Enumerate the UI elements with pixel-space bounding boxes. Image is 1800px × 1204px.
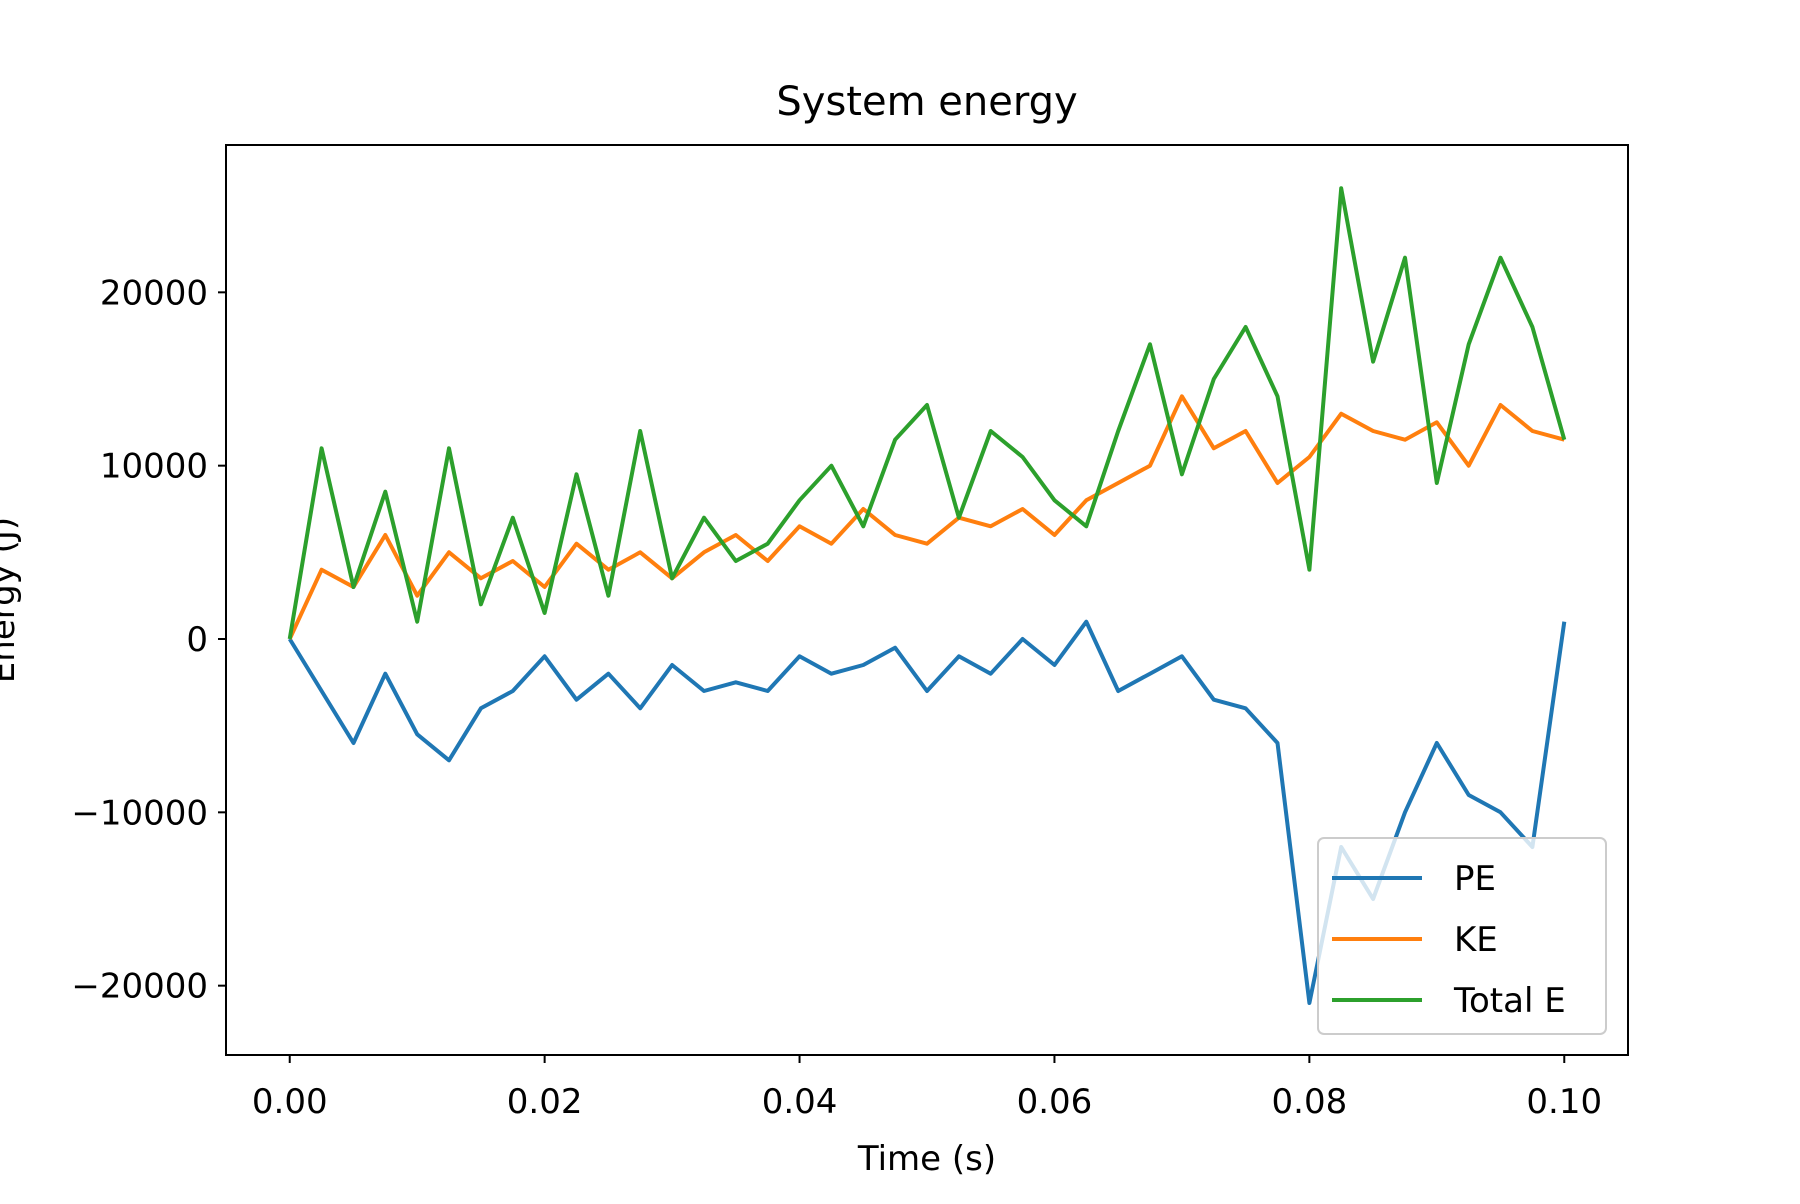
legend-box	[1317, 837, 1607, 1035]
x-tick-label: 0.00	[252, 1082, 328, 1122]
chart-title: System energy	[776, 79, 1077, 125]
plot-frame	[225, 144, 1629, 1056]
y-tick-label: 0	[186, 620, 208, 660]
x-axis: 0.00 0.02 0.04 0.06 0.08 0.10	[252, 1055, 1602, 1122]
series-line-total-e	[287, 186, 1567, 640]
y-tick-label: 10000	[100, 447, 208, 487]
legend-label: KE	[1454, 920, 1498, 960]
x-tick-label: 0.08	[1272, 1082, 1348, 1122]
x-tick-label: 0.02	[507, 1082, 583, 1122]
y-axis-label: Energy (J)	[0, 517, 23, 683]
x-axis-label: Time (s)	[857, 1139, 996, 1179]
y-tick-label: 20000	[100, 273, 208, 313]
y-tick-label: −10000	[71, 793, 208, 833]
y-tick-label: −20000	[71, 967, 208, 1007]
x-tick-label: 0.06	[1017, 1082, 1093, 1122]
x-tick-label: 0.04	[762, 1082, 838, 1122]
series-line-ke	[287, 394, 1565, 640]
legend-label: Total E	[1453, 981, 1566, 1021]
legend-label: PE	[1454, 859, 1496, 899]
y-axis: −20000 −10000 0 10000 20000	[71, 273, 226, 1007]
legend: PE KE Total E	[1317, 837, 1607, 1035]
x-tick-label: 0.10	[1526, 1082, 1602, 1122]
